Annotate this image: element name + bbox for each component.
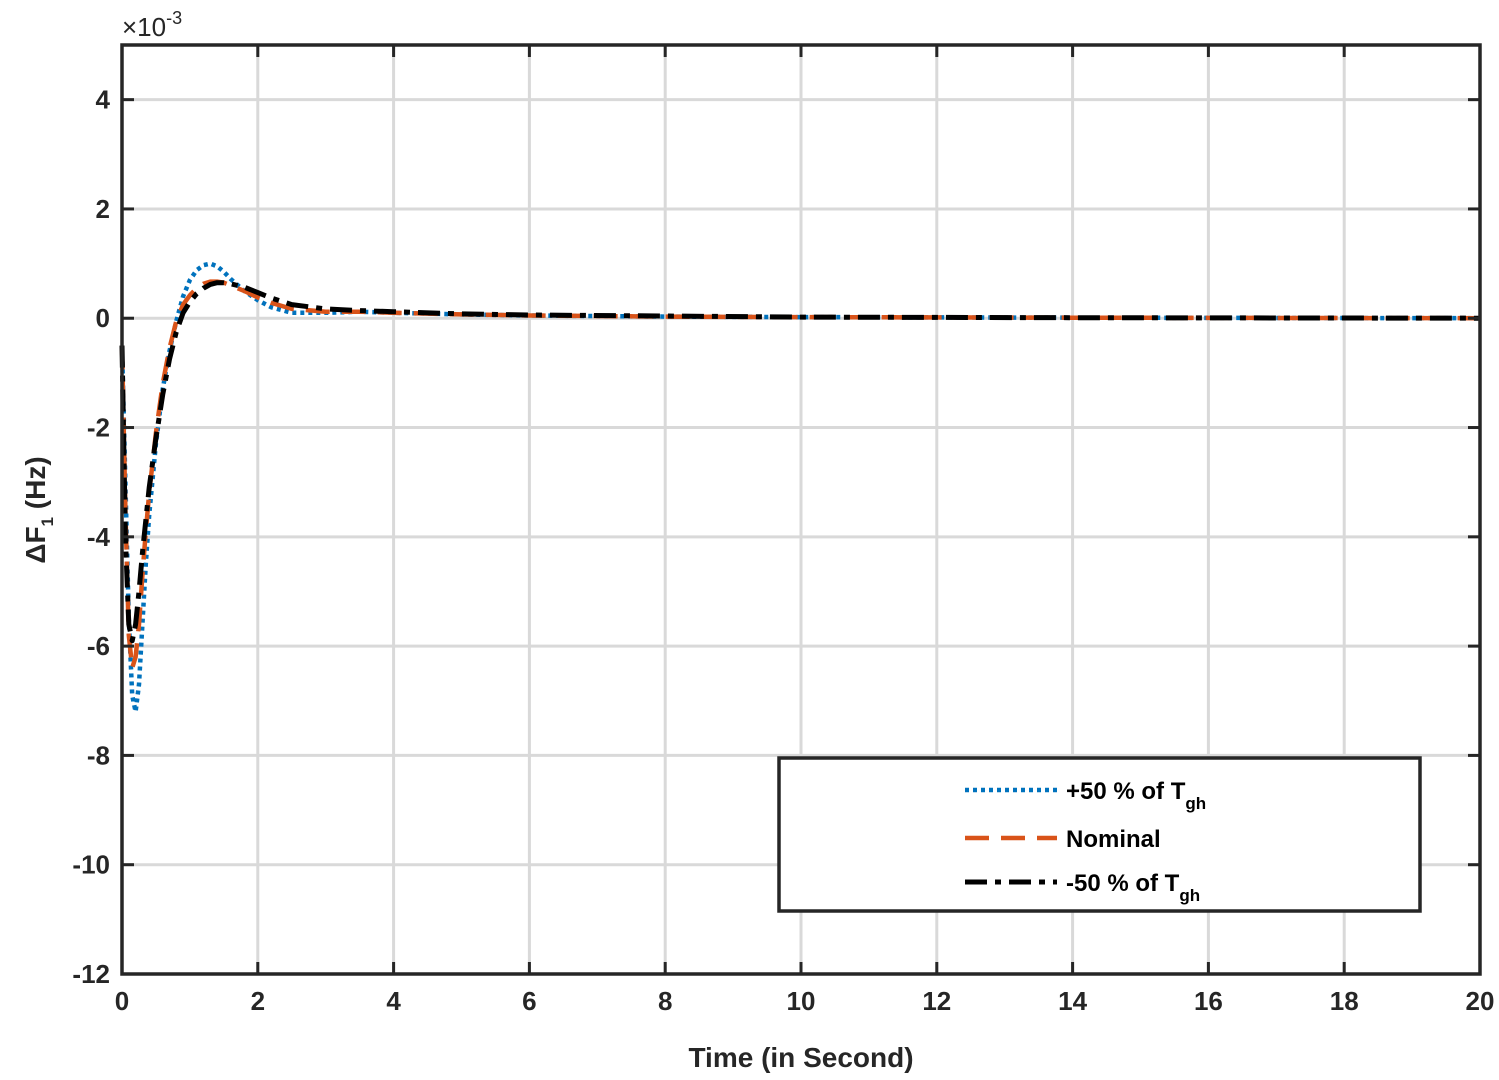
- legend-entries: +50 % of Tgh Nominal -50 % of Tgh: [965, 778, 1206, 905]
- x-axis-label: Time (in Second): [688, 1042, 913, 1073]
- axis-ticks: [120, 45, 1482, 976]
- x-tick-label: 18: [1330, 986, 1359, 1016]
- legend-label-3: -50 % of Tgh: [1066, 870, 1200, 905]
- y-tick-label: -12: [72, 959, 110, 989]
- x-tick-label: 14: [1058, 986, 1087, 1016]
- y-tick-label: 2: [96, 194, 110, 224]
- y-tick-label: -6: [87, 631, 110, 661]
- series-lines: [119, 261, 1481, 714]
- x-tick-label: 2: [251, 986, 265, 1016]
- x-tick-label: 20: [1466, 986, 1495, 1016]
- x-tick-label: 10: [787, 986, 816, 1016]
- x-tick-label: 0: [115, 986, 129, 1016]
- series-line-1: [119, 261, 1481, 714]
- y-tick-label: 4: [96, 85, 111, 115]
- y-exponent-power: -3: [166, 8, 182, 28]
- y-axis-label: ΔF1 (Hz): [20, 456, 57, 563]
- y-axis-label-main: ΔF: [20, 526, 51, 563]
- y-axis-label-subscript: 1: [38, 517, 57, 526]
- x-tick-label: 4: [386, 986, 401, 1016]
- y-tick-label: 0: [96, 303, 110, 333]
- y-tick-label: -2: [87, 413, 110, 443]
- x-tick-label: 16: [1194, 986, 1223, 1016]
- legend-label-1: +50 % of Tgh: [1066, 778, 1206, 813]
- x-tick-label: 12: [922, 986, 951, 1016]
- y-exponent-label: ×10-3: [122, 8, 182, 42]
- y-axis-label-unit: (Hz): [20, 456, 51, 517]
- y-exponent-base: ×10: [122, 12, 166, 42]
- legend: +50 % of Tgh Nominal -50 % of Tgh: [777, 756, 1422, 913]
- legend-box: [777, 756, 1422, 913]
- y-tick-label: -4: [87, 522, 111, 552]
- x-tick-label: 8: [658, 986, 672, 1016]
- tick-labels: 0 2 4 6 8 10 12 14 16 18 20 -12 -10 -8 -6 -4 -2 0 2 4: [72, 85, 1494, 1016]
- y-tick-label: -10: [72, 850, 110, 880]
- series-line-3: [119, 280, 1481, 644]
- x-tick-label: 6: [522, 986, 536, 1016]
- y-tick-label: -8: [87, 740, 110, 770]
- legend-label-2: Nominal: [1066, 826, 1161, 853]
